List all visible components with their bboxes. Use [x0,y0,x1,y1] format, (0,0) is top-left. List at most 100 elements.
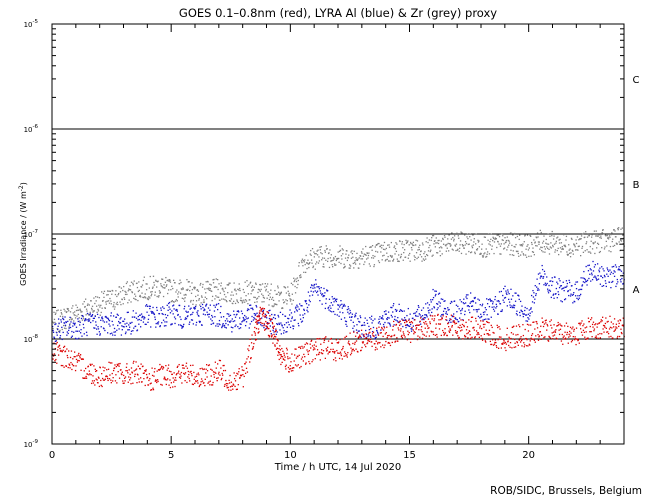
data-point [162,367,165,369]
data-point [448,326,450,328]
data-point [399,309,402,311]
data-point [547,290,549,292]
data-point [151,287,154,289]
data-point [82,323,85,326]
data-point [148,379,150,382]
data-point [396,243,398,245]
data-point [481,337,483,340]
data-point [164,281,167,283]
data-point [107,319,110,321]
data-point [377,260,380,262]
data-point [100,319,102,321]
data-point [438,247,441,249]
data-point [412,329,415,331]
data-point [292,284,294,286]
data-point [177,314,179,316]
data-point [236,310,239,313]
data-point [371,333,374,335]
data-point [598,234,600,236]
data-point [132,284,134,286]
data-point [209,384,211,386]
data-point [622,272,624,274]
data-point [360,316,362,319]
data-point [589,331,591,333]
data-point [560,285,563,287]
data-point [138,281,140,283]
data-point [527,249,530,251]
data-point [216,286,218,288]
data-point [470,337,472,340]
data-point [372,335,374,337]
data-point [114,306,116,308]
data-point [262,315,264,317]
data-point [426,323,428,325]
data-point [166,321,168,323]
data-point [389,325,392,327]
data-point [497,234,500,236]
data-point [176,300,178,302]
data-point [291,316,294,318]
data-point [79,332,82,334]
data-point [308,266,310,269]
data-point [214,371,216,374]
data-point [606,267,608,269]
data-point [144,323,146,325]
data-point [595,335,597,337]
data-point [585,231,587,233]
data-point [547,325,549,327]
data-point [225,299,228,302]
data-point [84,320,86,322]
data-point [351,350,353,352]
data-point [608,250,610,252]
data-point [309,261,311,264]
data-point [257,320,259,322]
data-point [424,327,426,329]
data-point [59,350,62,352]
data-point [339,311,341,313]
data-point [75,304,77,306]
data-point [447,242,449,245]
data-point [454,245,457,247]
data-point [536,232,539,234]
data-point [417,256,420,258]
data-point [229,314,232,317]
data-point [309,300,311,303]
data-point [275,293,277,296]
data-point [315,263,317,265]
data-point [345,355,347,357]
data-point [93,310,96,312]
data-point [482,311,485,314]
data-point [452,249,454,251]
data-point [349,312,352,314]
data-point [174,385,176,388]
data-point [77,318,79,320]
data-point [423,259,426,261]
data-point [159,325,162,327]
data-point [79,321,81,324]
data-point [374,349,376,351]
data-point [305,363,307,365]
data-point [359,321,361,323]
data-point [324,337,326,339]
data-point [264,313,266,315]
data-point [361,341,364,343]
data-point [522,334,525,337]
data-point [281,356,284,358]
data-point [620,240,623,242]
data-point [247,308,249,310]
data-point [426,314,428,317]
data-point [488,243,490,245]
data-point [200,305,202,308]
data-point [411,249,413,251]
data-point [80,317,83,320]
data-point [454,317,457,319]
data-point [194,286,196,289]
data-point [395,310,398,312]
data-point [305,362,307,364]
data-point [215,278,217,280]
data-point [241,312,244,315]
data-point [264,286,266,288]
data-point [453,300,456,302]
data-point [299,276,301,279]
data-point [191,383,194,385]
